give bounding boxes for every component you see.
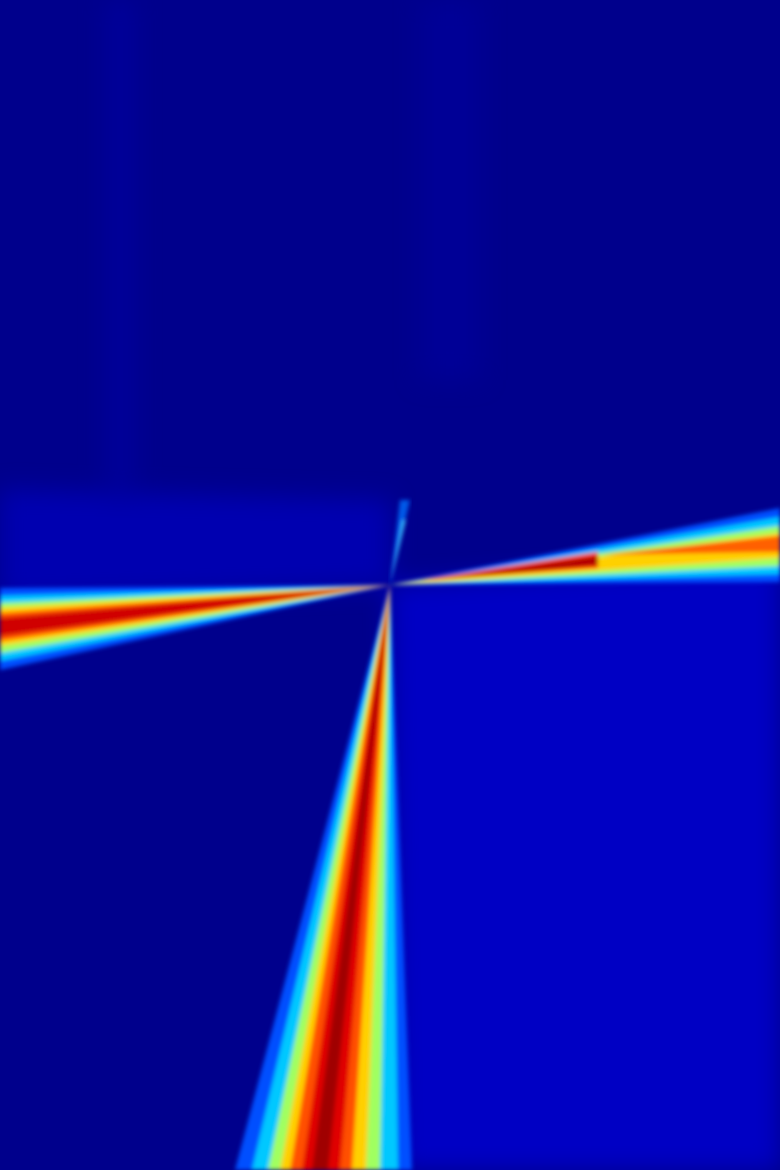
beam-up bbox=[390, 500, 410, 585]
beam-right bbox=[390, 508, 780, 585]
beam-down bbox=[235, 585, 412, 1170]
beam-left bbox=[0, 585, 390, 670]
